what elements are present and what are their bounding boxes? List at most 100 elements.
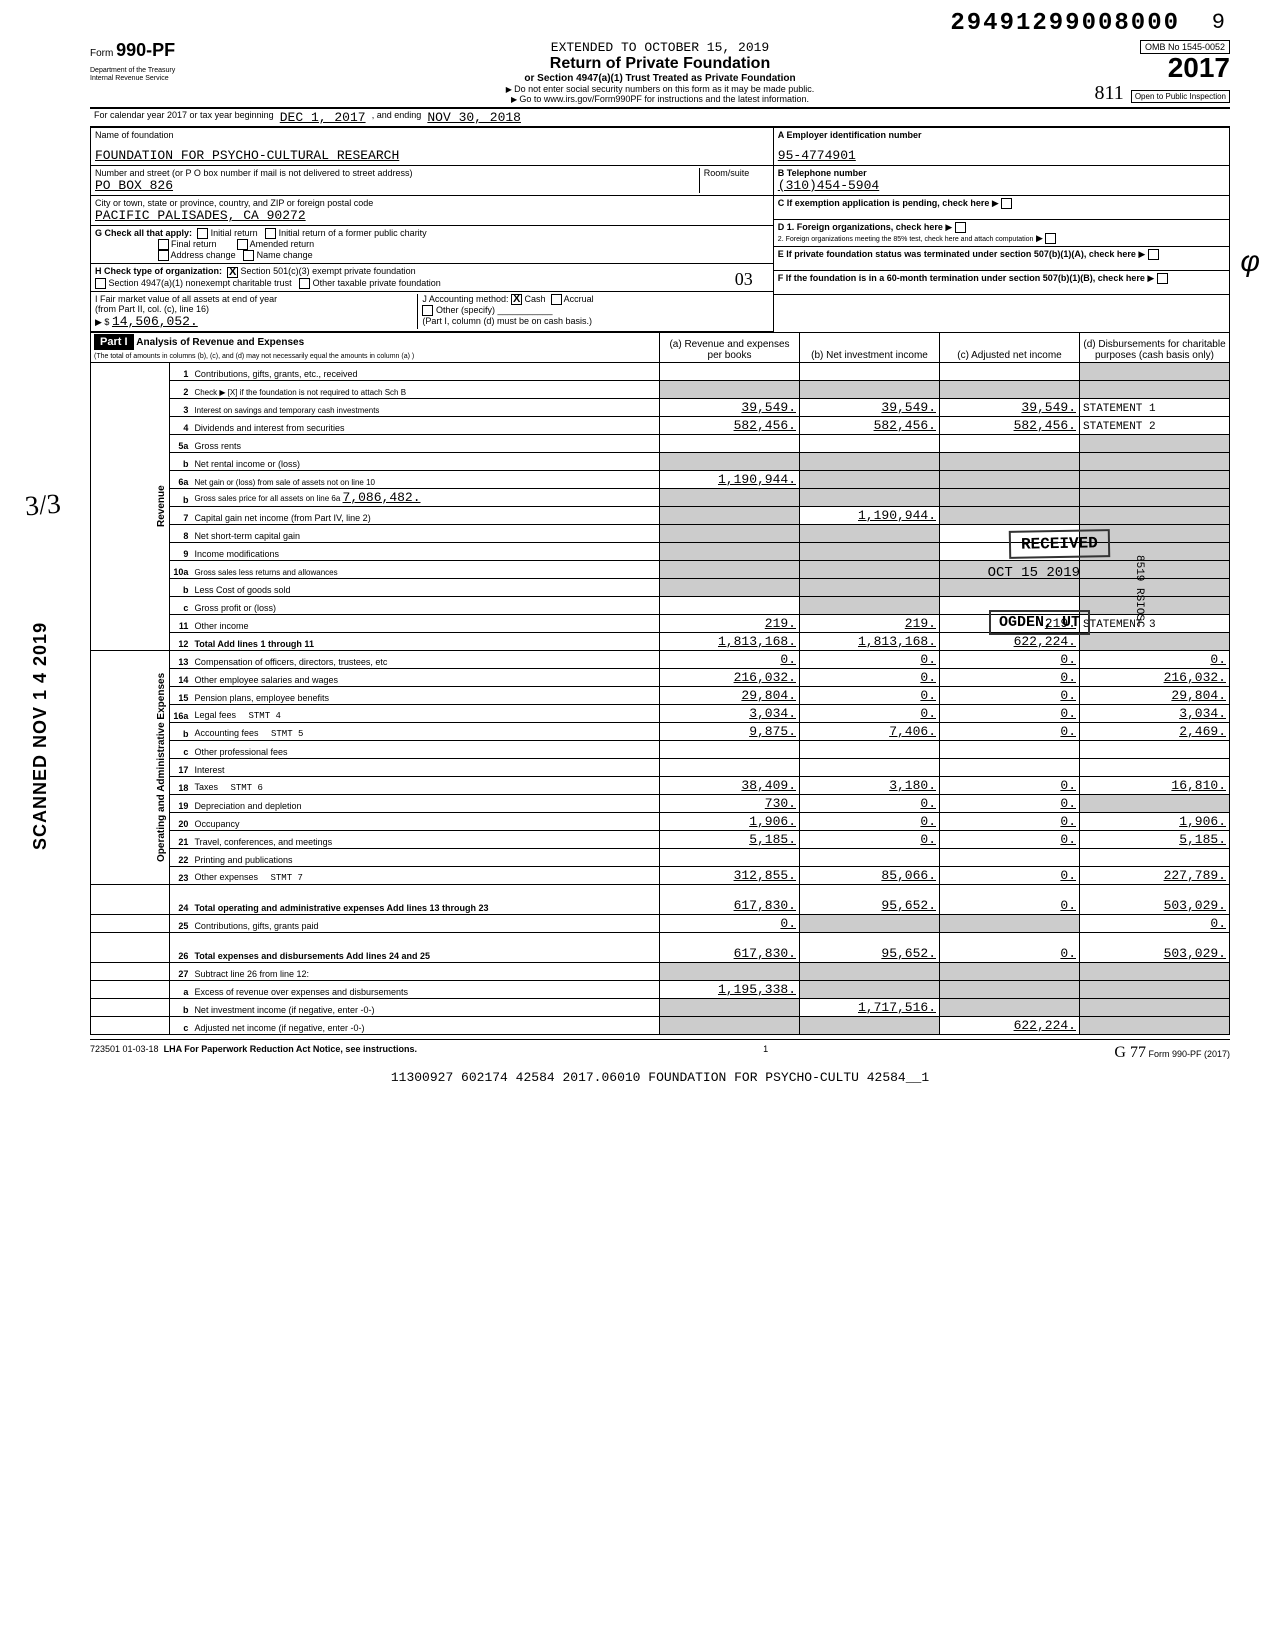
line-15: 15Pension plans, employee benefits29,804…	[91, 686, 1230, 704]
line-27c: cAdjusted net income (if negative, enter…	[91, 1016, 1230, 1034]
chk-amended-return[interactable]	[237, 239, 248, 250]
handwritten-fraction: 3/3	[24, 489, 62, 524]
d2-label: 2. Foreign organizations meeting the 85%…	[778, 236, 1034, 243]
line-13: Operating and Administrative Expenses 13…	[91, 650, 1230, 668]
page-number: 1	[763, 1044, 768, 1062]
line-23: 23Other expenses STMT 7312,855.85,066.0.…	[91, 866, 1230, 884]
line-16b: bAccounting fees STMT 59,875.7,406.0.2,4…	[91, 722, 1230, 740]
phone: (310)454-5904	[778, 178, 1225, 193]
part1-table: Part I Analysis of Revenue and Expenses …	[90, 332, 1230, 1035]
foundation-name: FOUNDATION FOR PSYCHO-CULTURAL RESEARCH	[95, 148, 769, 163]
line-26: 26Total expenses and disbursements Add l…	[91, 932, 1230, 962]
line-18: 18Taxes STMT 638,409.3,180.0.16,810.	[91, 776, 1230, 794]
line-6a: 6aNet gain or (loss) from sale of assets…	[91, 470, 1230, 488]
ein-label: A Employer identification number	[778, 130, 1225, 140]
d1-label: D 1. Foreign organizations, check here	[778, 222, 943, 232]
period-end: NOV 30, 2018	[427, 110, 521, 125]
chk-501c3[interactable]	[227, 267, 238, 278]
part1-title: Analysis of Revenue and Expenses	[136, 337, 304, 348]
chk-other-method[interactable]	[422, 305, 433, 316]
line-27b: bNet investment income (if negative, ent…	[91, 998, 1230, 1016]
tax-year: 2017	[1050, 54, 1230, 82]
footer: 723501 01-03-18 LHA For Paperwork Reduct…	[90, 1039, 1230, 1062]
dln-tail: 9	[1212, 10, 1225, 35]
line-27a: aExcess of revenue over expenses and dis…	[91, 980, 1230, 998]
chk-status-terminated[interactable]	[1148, 249, 1159, 260]
chk-foreign-85[interactable]	[1045, 233, 1056, 244]
chk-name-change[interactable]	[243, 250, 254, 261]
form-number: Form 990-PF	[90, 40, 270, 61]
period-begin: DEC 1, 2017	[280, 110, 366, 125]
f-label: F If the foundation is in a 60-month ter…	[778, 273, 1145, 283]
chk-address-change[interactable]	[158, 250, 169, 261]
handwritten-phi: φ	[1240, 245, 1260, 279]
line-5b: bNet rental income or (loss)	[91, 452, 1230, 470]
chk-initial-return[interactable]	[197, 228, 208, 239]
footer-bottom-line: 11300927 602174 42584 2017.06010 FOUNDAT…	[90, 1070, 1230, 1085]
line-4: 4Dividends and interest from securities5…	[91, 416, 1230, 434]
stamp-ogden: OGDEN, UT	[989, 610, 1090, 635]
stamp-received: RECEIVED	[1009, 529, 1110, 559]
city-label: City or town, state or province, country…	[95, 198, 769, 208]
line-6b: bGross sales price for all assets on lin…	[91, 488, 1230, 506]
line-5a: 5aGross rents	[91, 434, 1230, 452]
chk-60month[interactable]	[1157, 273, 1168, 284]
line-24: 24Total operating and administrative exp…	[91, 884, 1230, 914]
chk-accrual[interactable]	[551, 294, 562, 305]
chk-foreign-org[interactable]	[955, 222, 966, 233]
revenue-side-label: Revenue	[91, 362, 170, 650]
e-label: E If private foundation status was termi…	[778, 249, 1136, 259]
line-21: 21Travel, conferences, and meetings5,185…	[91, 830, 1230, 848]
line-16c: cOther professional fees	[91, 740, 1230, 758]
chk-4947a1[interactable]	[95, 278, 106, 289]
line-17: 17Interest	[91, 758, 1230, 776]
room-label: Room/suite	[704, 168, 769, 178]
extended-date: EXTENDED TO OCTOBER 15, 2019	[270, 40, 1050, 55]
col-d-header: (d) Disbursements for charitable purpose…	[1080, 332, 1230, 362]
stamp-side-codes: 8519 RSIOSC	[1133, 555, 1145, 628]
ein: 95-4774901	[778, 148, 1225, 163]
phone-label: B Telephone number	[778, 168, 1225, 178]
chk-cash[interactable]	[511, 294, 522, 305]
subtitle-2a: Do not enter social security numbers on …	[270, 84, 1050, 94]
chk-final-return[interactable]	[158, 239, 169, 250]
col-b-header: (b) Net investment income	[800, 332, 940, 362]
line-16a: 16aLegal fees STMT 43,034.0.0.3,034.	[91, 704, 1230, 722]
chk-initial-former[interactable]	[265, 228, 276, 239]
dln: 29491299008000	[950, 10, 1180, 37]
j-label: J Accounting method:	[422, 294, 508, 304]
line-1: Revenue 1Contributions, gifts, grants, e…	[91, 362, 1230, 380]
line-2: 2Check ▶ [X] if the foundation is not re…	[91, 380, 1230, 398]
foundation-address: PO BOX 826	[95, 178, 699, 193]
dept-treasury: Department of the Treasury Internal Reve…	[90, 67, 270, 82]
line-20: 20Occupancy1,906.0.0.1,906.	[91, 812, 1230, 830]
chk-other-taxable[interactable]	[299, 278, 310, 289]
addr-label: Number and street (or P O box number if …	[95, 168, 699, 178]
scanned-stamp-side: SCANNED NOV 1 4 2019	[30, 622, 51, 850]
name-label: Name of foundation	[95, 130, 769, 140]
form-title: Return of Private Foundation	[270, 55, 1050, 73]
part1-tag: Part I	[94, 334, 134, 350]
stamp-date: OCT 15 2019	[988, 565, 1080, 581]
chk-exemption-pending[interactable]	[1001, 198, 1012, 209]
line-25: 25Contributions, gifts, grants paid0.0.	[91, 914, 1230, 932]
handwritten-811: 811	[1095, 82, 1124, 105]
line-14: 14Other employee salaries and wages216,0…	[91, 668, 1230, 686]
form-footer: Form 990-PF (2017)	[1148, 1049, 1230, 1059]
col-a-header: (a) Revenue and expenses per books	[660, 332, 800, 362]
subtitle-1: or Section 4947(a)(1) Trust Treated as P…	[270, 73, 1050, 84]
line-27: 27Subtract line 26 from line 12:	[91, 962, 1230, 980]
line-22: 22Printing and publications	[91, 848, 1230, 866]
open-inspection: Open to Public Inspection	[1131, 90, 1230, 103]
identity-grid: Name of foundation FOUNDATION FOR PSYCHO…	[90, 127, 1230, 332]
line-19: 19Depreciation and depletion730.0.0.	[91, 794, 1230, 812]
fmv-value: 14,506,052.	[112, 314, 198, 329]
expenses-side-label: Operating and Administrative Expenses	[91, 650, 170, 884]
g-label: G Check all that apply:	[95, 228, 192, 238]
c-label: C If exemption application is pending, c…	[778, 198, 990, 208]
i-label: I Fair market value of all assets at end…	[95, 294, 277, 304]
signature: G 77	[1114, 1044, 1146, 1061]
h-label: H Check type of organization:	[95, 266, 222, 276]
line-7: 7Capital gain net income (from Part IV, …	[91, 506, 1230, 524]
tax-period-row: For calendar year 2017 or tax year begin…	[90, 109, 1230, 127]
